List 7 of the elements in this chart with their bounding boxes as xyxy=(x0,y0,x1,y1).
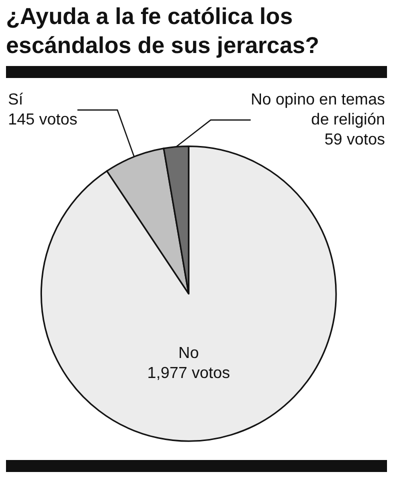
data-label: 59 votos xyxy=(324,132,385,148)
chart-title: ¿Ayuda a la fe católica los escándalos de sus jerarcas? xyxy=(6,2,320,60)
slice-label: No xyxy=(178,345,199,362)
slice-label: No opino en temas de religión xyxy=(250,92,385,128)
data-label: 1,977 votos xyxy=(147,365,230,382)
data-label: 145 votos xyxy=(8,112,78,128)
slice-label: Sí xyxy=(8,92,24,108)
